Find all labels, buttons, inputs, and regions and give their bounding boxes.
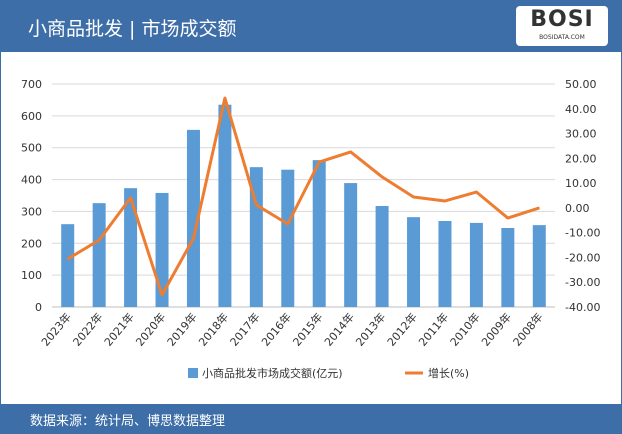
right-tick-label: 20.00 (565, 152, 597, 165)
growth-point (413, 196, 415, 198)
bar (61, 224, 75, 307)
bar (407, 217, 421, 307)
legend-bar-swatch (188, 368, 198, 378)
growth-point (98, 239, 100, 241)
bar (186, 129, 200, 307)
x-tick-label: 2023年 (38, 310, 74, 349)
right-tick-label: -40.00 (565, 301, 600, 314)
left-tick-label: 200 (21, 237, 42, 250)
right-tick-label: -30.00 (565, 276, 600, 289)
x-tick-label: 2020年 (133, 310, 169, 349)
x-tick-label: 2018年 (195, 310, 231, 349)
header-bar: 小商品批发 | 市场成交额 BOSI BOSIDATA.COM (0, 0, 622, 52)
legend-line-label: 增长(%) (428, 366, 469, 380)
growth-point (507, 217, 509, 219)
bar (124, 188, 138, 307)
x-tick-label: 2017年 (227, 310, 263, 349)
logo-text: BOSI (530, 7, 594, 32)
x-tick-label: 2015年 (290, 310, 326, 349)
footer-bar: 数据来源：统计局、博思数据整理 (0, 404, 622, 434)
bar (249, 167, 263, 307)
right-tick-label: 0.00 (565, 202, 590, 215)
page-title: 小商品批发 | 市场成交额 (28, 18, 237, 40)
left-tick-label: 300 (21, 205, 42, 218)
left-tick-label: 0 (35, 301, 42, 314)
growth-point (224, 97, 226, 99)
bar (92, 203, 106, 307)
growth-point (255, 204, 257, 206)
growth-point (350, 151, 352, 153)
right-tick-label: -10.00 (565, 227, 600, 240)
left-tick-label: 700 (21, 78, 42, 91)
x-tick-label: 2009年 (478, 310, 514, 349)
growth-point (192, 237, 194, 239)
right-tick-label: 40.00 (565, 103, 597, 116)
bar (375, 206, 389, 307)
left-tick-label: 100 (21, 269, 42, 282)
x-tick-label: 2010年 (447, 310, 483, 349)
bar (218, 104, 232, 307)
x-tick-label: 2019年 (164, 310, 200, 349)
logo-subtext: BOSIDATA.COM (539, 34, 585, 41)
legend: 小商品批发市场成交额(亿元) 增长(%) (188, 366, 469, 380)
bar (155, 192, 169, 307)
growth-point (444, 200, 446, 202)
x-tick-label: 2012年 (384, 310, 420, 349)
left-tick-label: 500 (21, 142, 42, 155)
growth-point (475, 191, 477, 193)
source-note: 数据来源：统计局、博思数据整理 (30, 414, 226, 429)
growth-point (287, 223, 289, 225)
legend-bar-label: 小商品批发市场成交额(亿元) (202, 366, 343, 380)
left-tick-label: 600 (21, 110, 42, 123)
growth-point (318, 161, 320, 163)
x-tick-label: 2014年 (321, 310, 357, 349)
bar (312, 160, 326, 307)
bar (281, 169, 295, 307)
growth-point (381, 176, 383, 178)
bar (344, 183, 358, 307)
x-tick-label: 2021年 (101, 310, 137, 349)
growth-point (130, 197, 132, 199)
bosi-logo: BOSI BOSIDATA.COM (516, 6, 608, 46)
bar (469, 222, 483, 307)
bar (501, 227, 515, 307)
growth-line (66, 96, 540, 297)
right-tick-label: -20.00 (565, 251, 600, 264)
bar (532, 225, 546, 307)
x-tick-label: 2013年 (353, 310, 389, 349)
x-tick-label: 2022年 (70, 310, 106, 349)
growth-point (161, 294, 163, 296)
right-tick-label: 10.00 (565, 177, 597, 190)
x-tick-label: 2011年 (415, 310, 451, 349)
bar (438, 220, 452, 307)
growth-point (538, 207, 540, 209)
x-tick-label: 2016年 (258, 310, 294, 349)
right-tick-label: 50.00 (565, 78, 597, 91)
left-tick-label: 400 (21, 174, 42, 187)
right-tick-label: 30.00 (565, 128, 597, 141)
x-tick-label: 2008年 (510, 310, 546, 349)
growth-point (67, 258, 69, 260)
